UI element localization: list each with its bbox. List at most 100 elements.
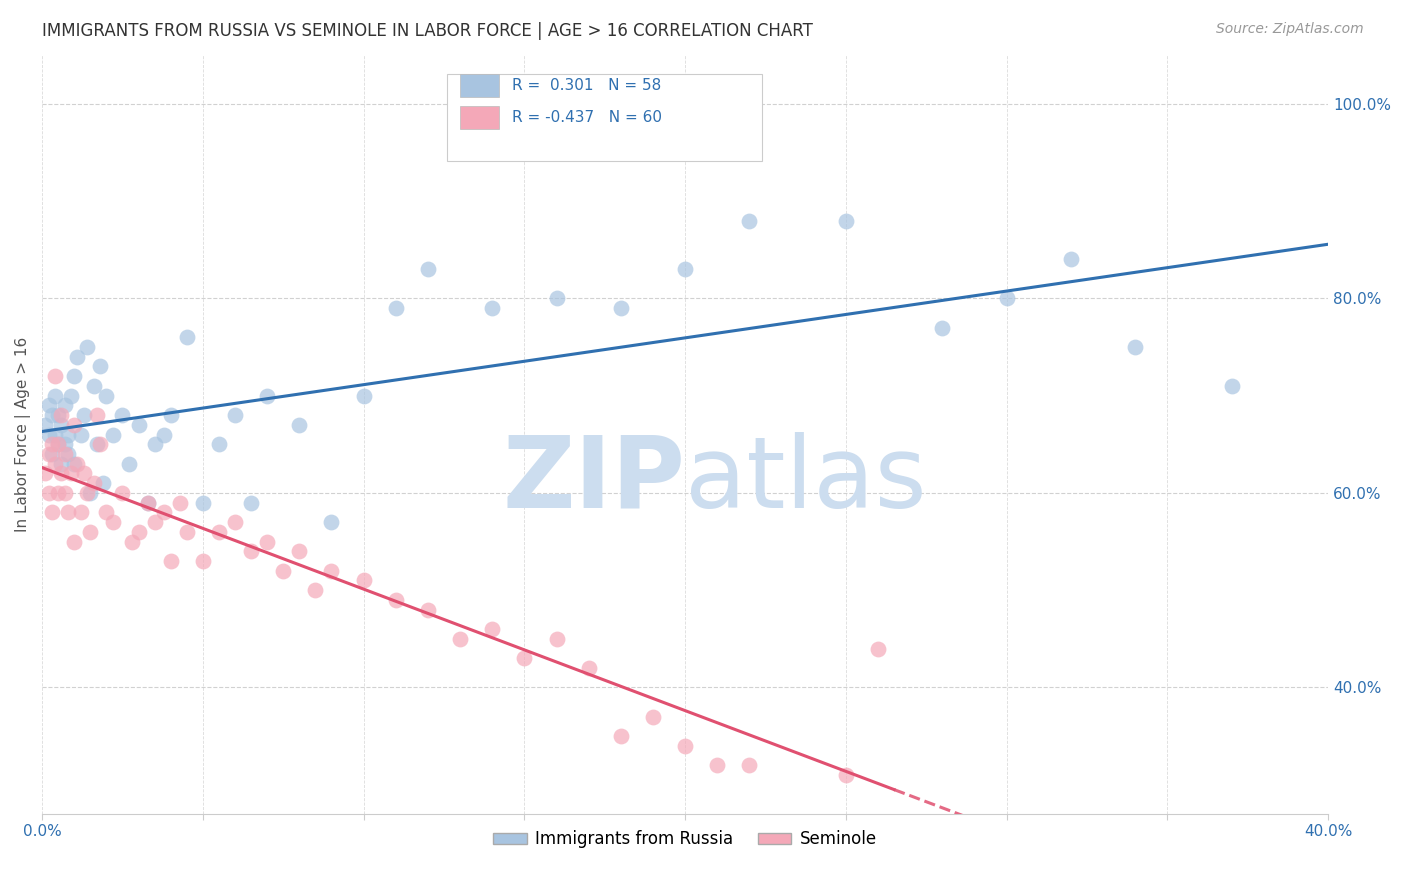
Point [51, 467, 73, 481]
Point [34, 467, 56, 481]
Point [449, 632, 471, 646]
Point [86, 408, 108, 422]
Point [79, 524, 101, 539]
Point [159, 554, 181, 568]
Point [66, 350, 89, 364]
Point [38, 486, 60, 500]
Point [143, 437, 166, 451]
Point [46, 437, 69, 451]
Text: R = -0.437   N = 60: R = -0.437 N = 60 [512, 110, 661, 125]
Point [51, 457, 73, 471]
Point [69, 427, 91, 442]
Point [353, 389, 375, 403]
Text: IMMIGRANTS FROM RUSSIA VS SEMINOLE IN LABOR FORCE | AGE > 16 CORRELATION CHART: IMMIGRANTS FROM RUSSIA VS SEMINOLE IN LA… [42, 22, 813, 40]
Point [38, 427, 60, 442]
Point [53, 437, 76, 451]
Point [384, 301, 406, 315]
Point [73, 467, 96, 481]
Point [46, 437, 69, 451]
Point [995, 291, 1018, 305]
Point [481, 301, 503, 315]
Point [51, 417, 73, 432]
Point [191, 495, 214, 509]
Point [321, 564, 343, 578]
Legend: Immigrants from Russia, Seminole: Immigrants from Russia, Seminole [486, 823, 883, 855]
Point [63, 417, 86, 432]
Point [513, 651, 536, 665]
Point [128, 417, 150, 432]
Point [53, 447, 76, 461]
Text: R =  0.301   N = 58: R = 0.301 N = 58 [512, 78, 661, 93]
Point [89, 359, 111, 374]
Point [73, 408, 96, 422]
Point [673, 262, 696, 277]
Point [240, 495, 263, 509]
Point [63, 534, 86, 549]
Point [256, 534, 278, 549]
Point [159, 408, 181, 422]
Point [153, 505, 176, 519]
Point [79, 486, 101, 500]
Point [481, 622, 503, 636]
FancyBboxPatch shape [460, 74, 499, 97]
Point [208, 524, 231, 539]
Point [738, 213, 761, 227]
Point [76, 486, 98, 500]
FancyBboxPatch shape [460, 106, 499, 128]
Point [866, 641, 889, 656]
Point [96, 389, 118, 403]
Point [96, 505, 118, 519]
Point [835, 768, 858, 782]
FancyBboxPatch shape [447, 74, 762, 161]
Point [706, 758, 728, 772]
Point [56, 505, 79, 519]
Point [143, 515, 166, 529]
Point [271, 564, 294, 578]
Point [1220, 379, 1243, 393]
Text: Source: ZipAtlas.com: Source: ZipAtlas.com [1216, 22, 1364, 37]
Point [304, 583, 326, 598]
Point [91, 476, 114, 491]
Point [136, 495, 159, 509]
Text: ZIP: ZIP [502, 432, 685, 529]
Point [416, 262, 439, 277]
Point [931, 320, 953, 334]
Point [673, 739, 696, 753]
Point [546, 632, 568, 646]
Point [111, 486, 134, 500]
Point [578, 661, 600, 675]
Point [89, 437, 111, 451]
Point [34, 417, 56, 432]
Point [835, 213, 858, 227]
Point [60, 467, 83, 481]
Point [191, 554, 214, 568]
Point [546, 291, 568, 305]
Point [38, 447, 60, 461]
Point [641, 709, 664, 723]
Point [44, 457, 66, 471]
Point [86, 437, 108, 451]
Point [69, 505, 91, 519]
Point [53, 398, 76, 412]
Point [384, 593, 406, 607]
Point [41, 447, 63, 461]
Point [738, 758, 761, 772]
Point [121, 534, 143, 549]
Point [46, 486, 69, 500]
Point [208, 437, 231, 451]
Point [288, 417, 311, 432]
Point [111, 408, 134, 422]
Point [44, 389, 66, 403]
Point [83, 476, 105, 491]
Point [56, 447, 79, 461]
Point [288, 544, 311, 558]
Point [240, 544, 263, 558]
Point [53, 486, 76, 500]
Point [610, 729, 633, 743]
Point [153, 427, 176, 442]
Point [38, 398, 60, 412]
Point [176, 330, 198, 344]
Point [224, 408, 246, 422]
Point [176, 524, 198, 539]
Point [256, 389, 278, 403]
